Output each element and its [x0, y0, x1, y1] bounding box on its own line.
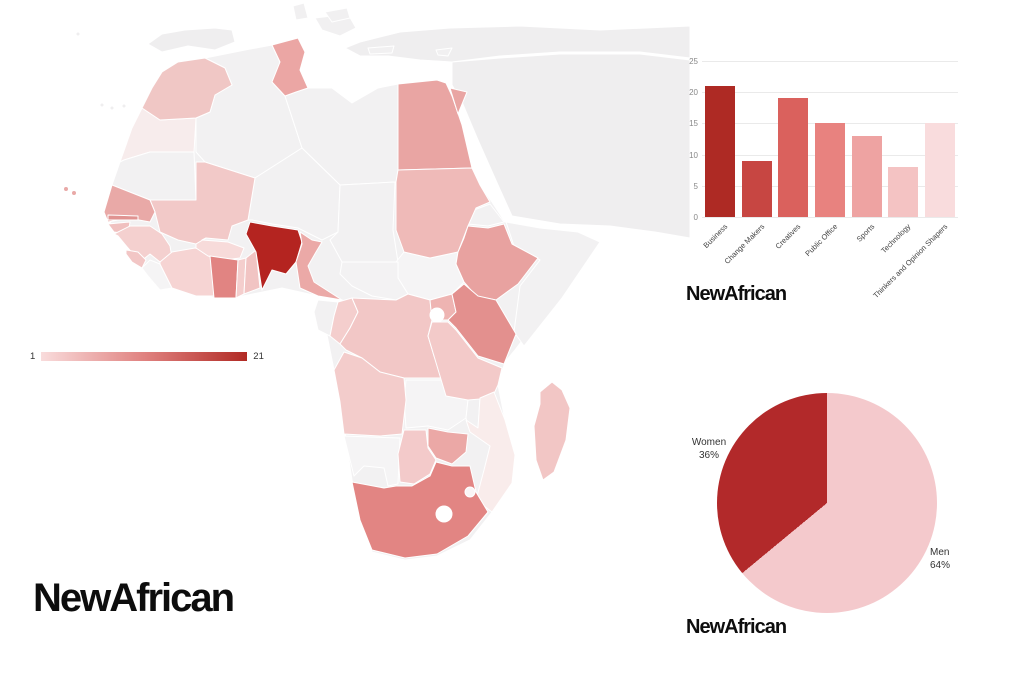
country-zimbabwe[interactable] [427, 427, 469, 465]
country-lesotho[interactable] [435, 505, 453, 523]
africa-choropleth-map [63, 2, 690, 561]
bar-chart: 0 5 10 15 20 25 Business Change Makers Creatives… [680, 40, 1010, 315]
country-sudan[interactable] [395, 167, 491, 259]
country-drc[interactable] [339, 293, 443, 379]
pie-label-women-name: Women [691, 437, 727, 448]
bar-ytick-label: 20 [689, 88, 698, 98]
pie-label-men-pct: 64% [930, 559, 951, 571]
pie-chart[interactable] [717, 393, 937, 613]
bar-gridline [702, 61, 958, 62]
country-sinai[interactable] [449, 87, 468, 115]
country-sierra-leone[interactable] [125, 249, 147, 269]
country-morocco[interactable] [141, 57, 233, 121]
bar-thinkers-and-opinion-shapers[interactable] [924, 123, 955, 217]
country-lake-victoria[interactable] [429, 307, 445, 323]
country-cape-verde-b[interactable] [71, 190, 77, 196]
country-madagascar[interactable] [533, 381, 571, 481]
bar-ytick-label: 15 [689, 119, 698, 129]
country-nigeria[interactable] [245, 221, 303, 291]
bar-gridline [702, 217, 958, 218]
country-ivory-coast[interactable] [159, 247, 215, 297]
brand-logo-piechart: NewAfrican [686, 616, 787, 638]
country-ghana[interactable] [209, 255, 239, 299]
country-cape-verde-a[interactable] [63, 186, 69, 192]
country-spain[interactable] [147, 27, 236, 53]
country-cyprus[interactable] [435, 47, 453, 57]
bar-technology[interactable] [888, 167, 919, 217]
country-canary-b[interactable] [109, 105, 115, 111]
country-arabia[interactable] [451, 53, 690, 239]
bar-change-makers[interactable] [741, 160, 772, 217]
country-canary-a[interactable] [99, 102, 105, 108]
bar-sports[interactable] [851, 135, 882, 217]
pie-label-men-name: Men [930, 547, 950, 558]
country-tunisia[interactable] [271, 37, 309, 97]
legend-min-label: 1 [30, 350, 36, 362]
bar-ytick-label: 0 [693, 213, 698, 222]
country-cameroon[interactable] [295, 231, 343, 301]
bar-ytick-label: 10 [689, 150, 698, 160]
pie-label-men: Men 64% [930, 547, 974, 572]
country-crete[interactable] [367, 45, 395, 55]
bar-public-office[interactable] [815, 123, 845, 217]
country-sardinia[interactable] [292, 2, 309, 21]
country-gambia[interactable] [107, 214, 139, 221]
country-niger[interactable] [247, 147, 341, 241]
pie-label-women-pct: 36% [698, 449, 719, 461]
bar-gridline [702, 92, 958, 94]
country-sicily[interactable] [324, 7, 351, 23]
country-chad[interactable] [329, 181, 399, 263]
bar-creatives[interactable] [778, 98, 809, 217]
country-angola[interactable] [333, 351, 407, 437]
country-turkey[interactable] [344, 25, 690, 63]
country-canary-c[interactable] [121, 103, 127, 109]
bar-business[interactable] [705, 85, 736, 217]
country-south-africa[interactable] [351, 461, 489, 559]
pie-label-women: Women 36% [690, 437, 728, 462]
country-senegal[interactable] [103, 184, 156, 223]
bar-ytick-label: 5 [693, 181, 698, 191]
country-kenya[interactable] [447, 283, 517, 365]
map-legend: 1 21 [30, 348, 264, 364]
country-eswatini[interactable] [464, 486, 476, 498]
bar-ytick-label: 25 [689, 57, 698, 66]
legend-max-label: 21 [253, 350, 264, 362]
brand-logo-main: NewAfrican [33, 576, 235, 620]
country-benin[interactable] [243, 249, 261, 295]
country-madeira[interactable] [75, 31, 81, 37]
bar-xlabel-thinkers-and-opinion-shapers: Thinkers and Opinion Shapers [871, 222, 950, 301]
country-botswana[interactable] [397, 429, 437, 485]
legend-gradient-bar [41, 351, 248, 361]
brand-logo-barchart: NewAfrican [686, 283, 787, 305]
